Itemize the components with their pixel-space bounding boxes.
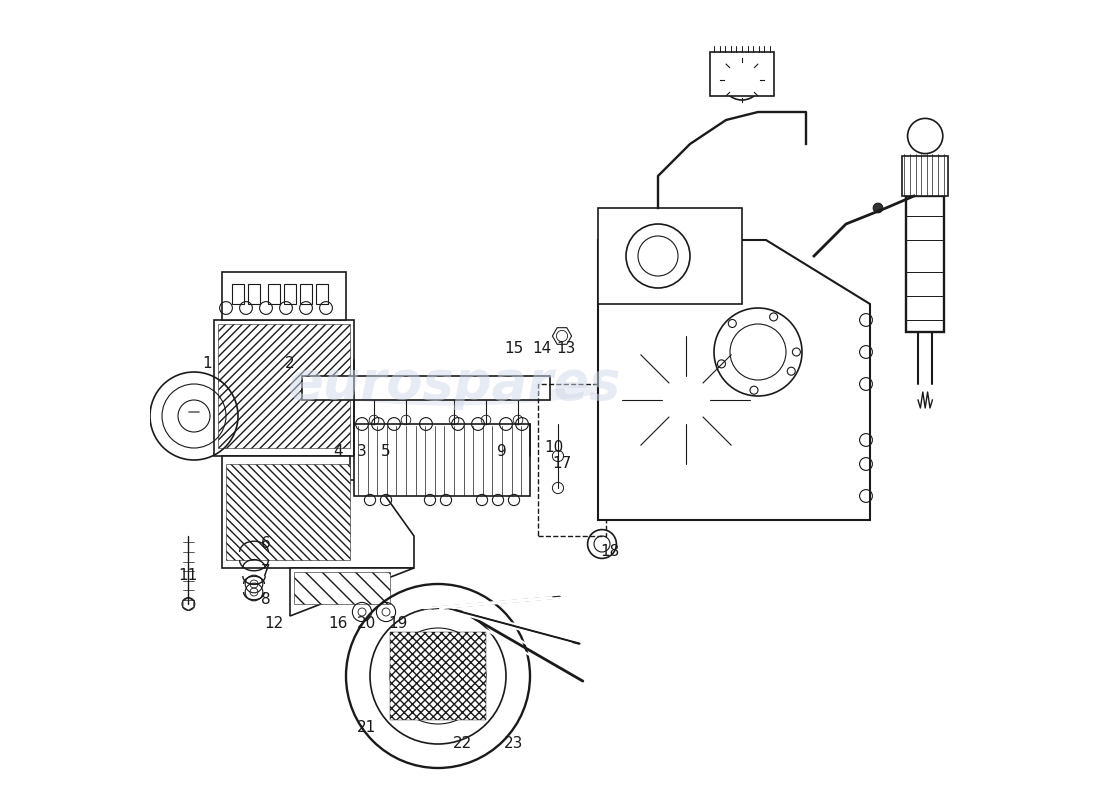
Bar: [660, 345, 680, 358]
Bar: [294, 572, 390, 604]
Text: 23: 23: [504, 737, 524, 751]
Bar: [248, 284, 261, 304]
Text: 21: 21: [356, 721, 375, 735]
Circle shape: [792, 348, 801, 356]
Polygon shape: [598, 240, 870, 520]
Circle shape: [750, 386, 758, 394]
Text: 18: 18: [601, 545, 619, 559]
Text: 13: 13: [557, 341, 575, 355]
Text: 12: 12: [264, 617, 284, 631]
Text: 5: 5: [382, 445, 390, 459]
Circle shape: [728, 319, 736, 327]
Bar: [226, 464, 350, 560]
Text: 7: 7: [261, 565, 271, 579]
Circle shape: [182, 598, 195, 610]
Polygon shape: [222, 456, 414, 568]
Bar: [214, 320, 354, 456]
Text: 14: 14: [532, 341, 551, 355]
Bar: [680, 462, 698, 474]
Bar: [232, 284, 244, 304]
Bar: [598, 208, 743, 304]
Text: 2: 2: [285, 357, 295, 371]
Bar: [902, 156, 948, 196]
Polygon shape: [183, 598, 194, 610]
Bar: [354, 424, 530, 496]
Bar: [390, 632, 486, 720]
Text: 1: 1: [202, 357, 212, 371]
Text: 16: 16: [328, 617, 348, 631]
Text: 8: 8: [261, 593, 271, 607]
Bar: [715, 361, 736, 384]
Bar: [218, 324, 350, 448]
Bar: [725, 419, 746, 442]
Text: 11: 11: [179, 569, 198, 583]
Polygon shape: [290, 568, 414, 616]
Bar: [538, 384, 606, 536]
Circle shape: [873, 203, 883, 213]
Bar: [624, 435, 645, 458]
Text: 15: 15: [505, 341, 524, 355]
Bar: [299, 284, 312, 304]
Bar: [284, 284, 296, 304]
Bar: [614, 378, 635, 400]
Text: 22: 22: [452, 737, 472, 751]
Circle shape: [770, 313, 778, 321]
Text: eurospares: eurospares: [287, 358, 620, 410]
Bar: [267, 284, 280, 304]
Text: 20: 20: [356, 617, 375, 631]
Text: 19: 19: [388, 617, 408, 631]
Polygon shape: [552, 328, 572, 344]
Text: 6: 6: [261, 537, 271, 551]
Text: 17: 17: [552, 457, 572, 471]
Bar: [710, 52, 774, 96]
Bar: [316, 284, 329, 304]
Text: 4: 4: [333, 445, 343, 459]
Circle shape: [717, 360, 726, 368]
Circle shape: [788, 367, 795, 375]
Text: 3: 3: [358, 445, 367, 459]
Bar: [222, 272, 346, 320]
Text: 10: 10: [544, 441, 563, 455]
Bar: [906, 196, 945, 332]
Text: 9: 9: [497, 445, 507, 459]
Bar: [302, 376, 550, 400]
